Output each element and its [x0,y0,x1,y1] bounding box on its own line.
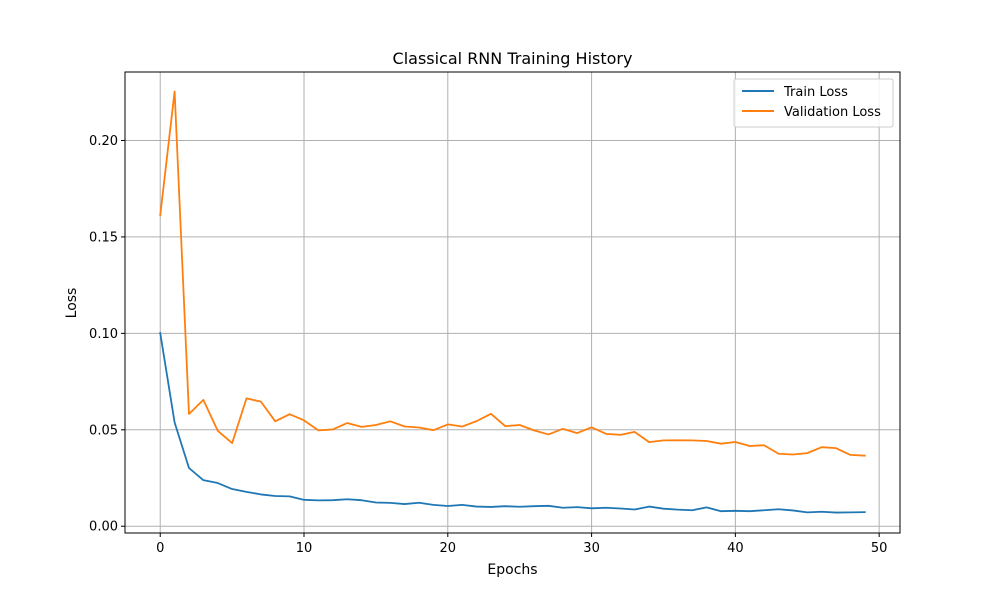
x-axis-label: Epochs [487,562,537,578]
y-tick-label: 0.20 [89,134,118,149]
legend-label-validation-loss: Validation Loss [784,105,881,120]
legend-label-train-loss: Train Loss [783,85,848,100]
y-tick-label: 0.10 [89,327,118,342]
y-tick-label: 0.05 [89,423,118,438]
series-line-train-loss [159,331,866,514]
chart-title: Classical RNN Training History [393,49,633,68]
x-tick-label: 0 [156,541,164,556]
grid [125,72,900,533]
plot-area [125,72,900,533]
y-axis-ticks: 0.00 0.05 0.10 0.15 0.20 [89,134,125,535]
x-axis-ticks: 0 10 20 30 40 50 [156,533,887,556]
legend: Train Loss Validation Loss [733,78,894,128]
series-lines [159,90,866,514]
y-tick-label: 0.15 [89,230,118,245]
x-tick-label: 30 [583,541,600,556]
y-tick-label: 0.00 [89,520,118,535]
x-tick-label: 40 [727,541,744,556]
plot-frame [124,71,901,534]
x-tick-label: 10 [296,541,313,556]
x-tick-label: 20 [440,541,457,556]
x-tick-label: 50 [871,541,888,556]
series-line-validation-loss [159,90,866,457]
y-axis-label: Loss [64,288,80,319]
